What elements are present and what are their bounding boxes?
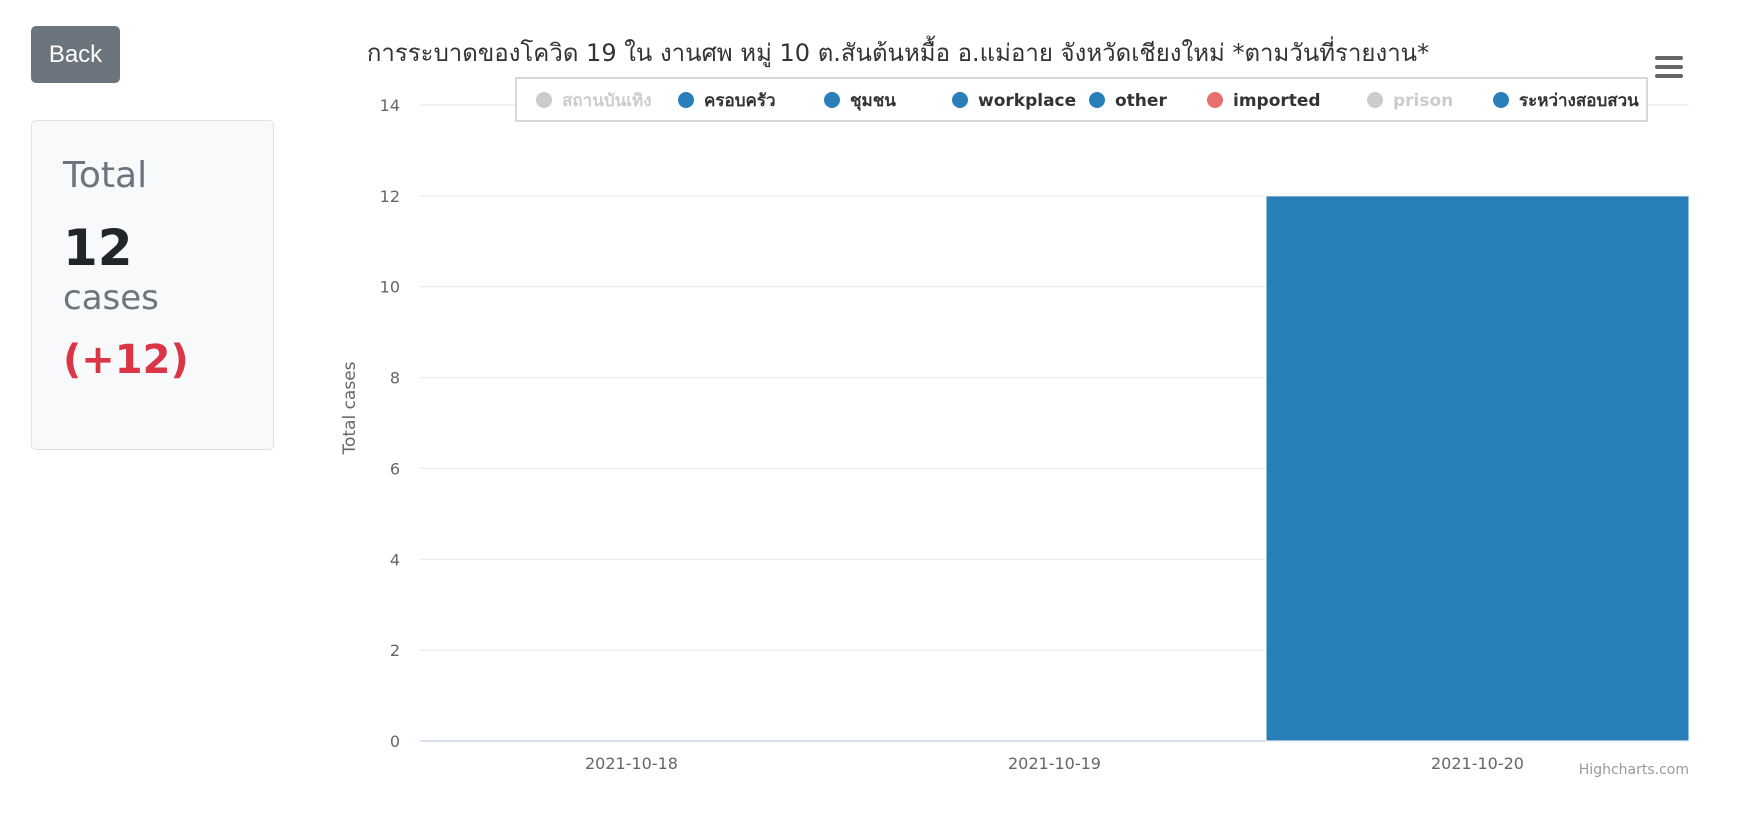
legend-marker	[1089, 92, 1105, 108]
y-tick-label: 6	[390, 459, 400, 478]
credits-link[interactable]: Highcharts.com	[1579, 762, 1689, 778]
y-tick-label: 14	[380, 96, 400, 115]
total-delta: (+12)	[63, 337, 189, 383]
y-tick-label: 8	[390, 369, 400, 388]
bar-chart: การระบาดของโควิด 19 ใน งานศพ หมู่ 10 ต.ส…	[340, 35, 1690, 778]
x-tick-label: 2021-10-19	[1008, 754, 1101, 773]
legend-label: other	[1115, 91, 1167, 111]
legend-box	[515, 77, 1648, 122]
legend-item[interactable]: ชุมชน	[824, 91, 896, 111]
legend-label: workplace	[978, 91, 1076, 111]
menu-button[interactable]	[1655, 56, 1683, 78]
legend-item[interactable]: workplace	[952, 91, 1076, 111]
legend-item[interactable]: ระหว่างสอบสวน	[1493, 91, 1639, 111]
y-tick-label: 0	[390, 732, 400, 751]
chart-title: การระบาดของโควิด 19 ใน งานศพ หมู่ 10 ต.ส…	[367, 35, 1429, 68]
total-card: Total 12 cases (+12)	[31, 120, 274, 450]
legend-item[interactable]: ครอบครัว	[678, 91, 776, 111]
chart-container: การระบาดของโควิด 19 ใน งานศพ หมู่ 10 ต.ส…	[330, 18, 1720, 788]
legend-marker	[1367, 92, 1383, 108]
y-axis-title: Total cases	[340, 361, 360, 455]
legend-item[interactable]: imported	[1207, 91, 1321, 111]
bars	[1265, 195, 1690, 742]
legend-item[interactable]: prison	[1367, 91, 1453, 111]
legend-label: ครอบครัว	[704, 91, 776, 111]
hamburger-menu-icon	[1655, 56, 1683, 78]
legend-item[interactable]: other	[1089, 91, 1167, 111]
legend-label: สถานบันเทิง	[562, 91, 652, 111]
legend-label: imported	[1233, 91, 1321, 111]
legend-item[interactable]: สถานบันเทิง	[536, 91, 652, 111]
y-tick-label: 10	[380, 278, 400, 297]
y-tick-label: 4	[390, 550, 400, 569]
total-count: 12	[63, 219, 133, 277]
y-tick-label: 12	[380, 187, 400, 206]
back-button[interactable]: Back	[31, 26, 120, 83]
legend-marker	[678, 92, 694, 108]
legend-marker	[1207, 92, 1223, 108]
x-tick-label: 2021-10-18	[585, 754, 678, 773]
legend-marker	[1493, 92, 1509, 108]
legend-label: ชุมชน	[850, 91, 896, 111]
total-label: Total	[63, 155, 148, 196]
y-axis-ticks: 0 2 4 6 8 10 12 14	[380, 96, 400, 751]
legend-marker	[952, 92, 968, 108]
bar[interactable]	[1265, 195, 1690, 742]
legend-marker	[536, 92, 552, 108]
y-tick-label: 2	[390, 641, 400, 660]
x-tick-label: 2021-10-20	[1431, 754, 1524, 773]
legend-label: prison	[1393, 91, 1453, 111]
legend-label: ระหว่างสอบสวน	[1519, 91, 1639, 111]
legend: สถานบันเทิง ครอบครัว ชุมชน workplace other im…	[515, 77, 1648, 122]
legend-marker	[824, 92, 840, 108]
x-axis-ticks: 2021-10-18 2021-10-19 2021-10-20	[585, 754, 1524, 773]
total-unit: cases	[63, 278, 159, 318]
